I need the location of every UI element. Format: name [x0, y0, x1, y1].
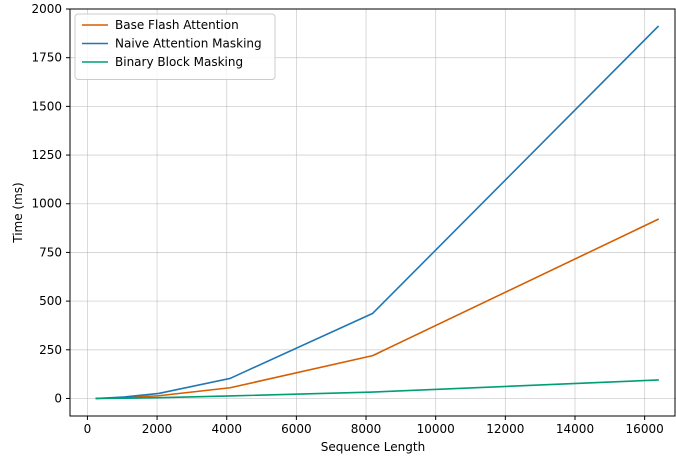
x-tick-label: 12000 [486, 422, 524, 436]
y-tick-label: 750 [39, 245, 62, 259]
y-tick-label: 1250 [31, 148, 62, 162]
series-line-2 [95, 25, 660, 400]
y-tick-label: 1500 [31, 99, 62, 113]
y-tick-label: 0 [54, 391, 62, 405]
x-tick-label: 4000 [211, 422, 242, 436]
y-tick-label: 250 [39, 343, 62, 357]
y-tick-label: 2000 [31, 2, 62, 16]
axis-ticks: 0 2000 4000 6000 8000 10000 12000 14000 16000 0 25… [31, 2, 663, 436]
x-tick-label: 14000 [556, 422, 594, 436]
y-tick-label: 1750 [31, 51, 62, 65]
x-tick-label: 10000 [417, 422, 455, 436]
x-tick-label: 16000 [626, 422, 664, 436]
legend-label-1: Base Flash Attention [115, 18, 239, 32]
y-axis-label: Time (ms) [11, 182, 25, 244]
y-tick-label: 1000 [31, 197, 62, 211]
x-tick-label: 2000 [142, 422, 173, 436]
series-lines [95, 25, 660, 400]
plot-frame [69, 8, 676, 417]
x-tick-label: 8000 [351, 422, 382, 436]
legend-label-2: Naive Attention Masking [115, 37, 262, 51]
legend: Base Flash Attention Naive Attention Mask… [74, 13, 276, 80]
y-tick-label: 500 [39, 294, 62, 308]
x-axis-label: Sequence Length [321, 440, 425, 454]
x-tick-label: 6000 [281, 422, 312, 436]
series-line-3 [95, 379, 659, 400]
x-tick-label: 0 [84, 422, 92, 436]
legend-label-3: Binary Block Masking [115, 55, 243, 69]
legend-box [74, 13, 276, 80]
